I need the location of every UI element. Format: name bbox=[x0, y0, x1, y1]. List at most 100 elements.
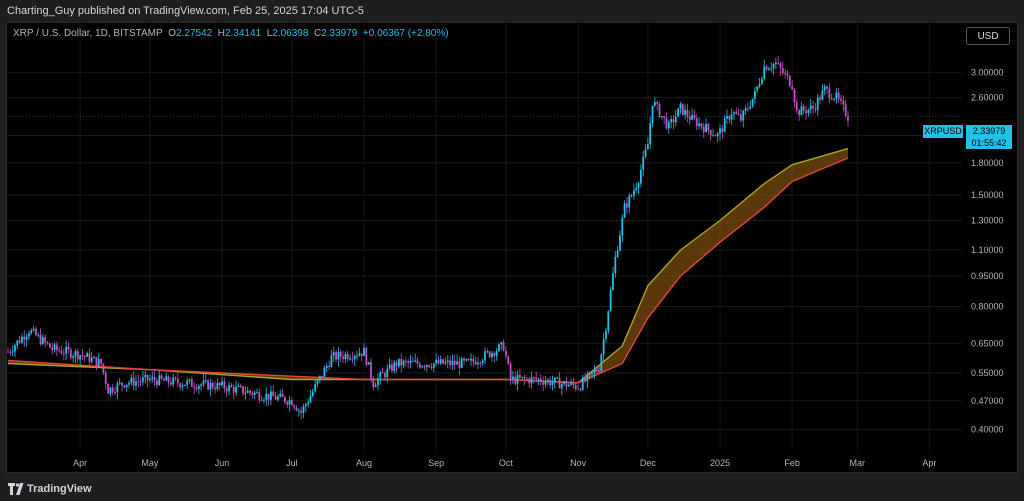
candle-body bbox=[788, 75, 791, 87]
candle-body bbox=[304, 404, 307, 407]
x-tick-label: May bbox=[141, 458, 159, 468]
candle-body bbox=[651, 105, 654, 124]
y-tick-label: 2.60000 bbox=[971, 93, 1004, 103]
candle-body bbox=[190, 379, 193, 387]
candle-body bbox=[323, 367, 326, 377]
candle-body bbox=[535, 377, 538, 380]
candle-body bbox=[179, 383, 182, 388]
candle-body bbox=[297, 410, 300, 412]
candle-body bbox=[162, 378, 165, 381]
candle-body bbox=[79, 355, 82, 360]
candle-body bbox=[509, 363, 512, 380]
candle-body bbox=[270, 391, 272, 400]
candle-body bbox=[423, 366, 426, 368]
candle-body bbox=[32, 328, 35, 331]
candle-body bbox=[265, 393, 268, 400]
candle-body bbox=[500, 342, 503, 345]
candle-body bbox=[644, 149, 647, 157]
candle-body bbox=[183, 384, 186, 386]
candle-body bbox=[181, 385, 184, 388]
candle-body bbox=[558, 377, 561, 389]
candle-body bbox=[795, 102, 798, 111]
candle-body bbox=[267, 393, 270, 400]
candle-body bbox=[523, 376, 526, 379]
candle-body bbox=[754, 90, 756, 99]
candle-body bbox=[95, 357, 98, 367]
candle-body bbox=[42, 337, 44, 345]
change-value: +0.06367 (+2.80%) bbox=[362, 28, 449, 39]
candle-body bbox=[46, 342, 49, 344]
candle-body bbox=[25, 336, 28, 340]
candle-body bbox=[153, 377, 156, 381]
candle-body bbox=[719, 128, 721, 134]
candle-body bbox=[165, 376, 168, 381]
candle-body bbox=[737, 113, 740, 115]
candle-body bbox=[633, 190, 635, 196]
candle-body bbox=[491, 352, 493, 358]
candle-body bbox=[670, 119, 673, 123]
candle-body bbox=[60, 350, 63, 354]
candle-body bbox=[274, 396, 277, 400]
candle-body bbox=[563, 381, 566, 384]
candle-body bbox=[239, 385, 242, 387]
candle-body bbox=[218, 382, 221, 386]
candle-body bbox=[149, 378, 151, 381]
candle-body bbox=[586, 374, 589, 382]
candle-body bbox=[209, 382, 212, 390]
candle-body bbox=[300, 410, 303, 413]
candle-body bbox=[512, 376, 514, 380]
candle-body bbox=[28, 333, 30, 337]
candle-body bbox=[758, 83, 761, 87]
candle-body bbox=[695, 118, 698, 127]
candle-body bbox=[700, 123, 703, 127]
candle-body bbox=[256, 392, 258, 394]
candle-body bbox=[58, 349, 61, 351]
candle-body bbox=[393, 362, 396, 371]
candle-body bbox=[549, 379, 552, 385]
candle-body bbox=[672, 119, 675, 123]
y-tick-label: 0.95000 bbox=[971, 271, 1004, 281]
candle-body bbox=[402, 360, 405, 366]
candle-body bbox=[90, 357, 93, 363]
candle-body bbox=[519, 374, 521, 378]
candle-body bbox=[556, 377, 559, 379]
candle-body bbox=[721, 128, 724, 132]
candle-body bbox=[377, 378, 379, 386]
candle-body bbox=[560, 383, 563, 389]
candle-body bbox=[821, 90, 824, 100]
candle-body bbox=[174, 377, 177, 379]
candle-body bbox=[649, 123, 652, 145]
ticker-price-tag: XRPUSD bbox=[923, 125, 963, 138]
candle-body bbox=[742, 110, 745, 121]
bar-countdown: 01:55:42 bbox=[971, 138, 1007, 148]
candle-body bbox=[225, 388, 228, 392]
candle-body bbox=[72, 356, 75, 358]
candle-body bbox=[456, 361, 458, 365]
candle-body bbox=[781, 68, 784, 73]
candle-body bbox=[488, 351, 491, 358]
candle-body bbox=[537, 378, 540, 380]
y-tick-label: 1.10000 bbox=[971, 245, 1004, 255]
candle-body bbox=[446, 360, 449, 363]
candle-body bbox=[530, 377, 533, 384]
currency-button[interactable]: USD bbox=[966, 27, 1010, 45]
candle-body bbox=[407, 361, 410, 363]
candle-body bbox=[623, 203, 626, 218]
candle-body bbox=[516, 374, 519, 384]
candle-body bbox=[430, 366, 433, 368]
candle-body bbox=[598, 370, 600, 372]
candle-body bbox=[81, 355, 84, 357]
candle-body bbox=[309, 395, 312, 403]
candle-body bbox=[532, 377, 535, 379]
candle-body bbox=[351, 358, 354, 360]
candle-body bbox=[474, 361, 477, 365]
candle-body bbox=[74, 351, 77, 357]
candle-body bbox=[784, 72, 787, 74]
candle-body bbox=[702, 126, 705, 132]
candle-body bbox=[616, 250, 619, 257]
open-value: 2.27542 bbox=[176, 28, 213, 39]
candle-body bbox=[607, 311, 610, 331]
candle-body bbox=[356, 355, 358, 357]
candle-body bbox=[774, 62, 777, 65]
